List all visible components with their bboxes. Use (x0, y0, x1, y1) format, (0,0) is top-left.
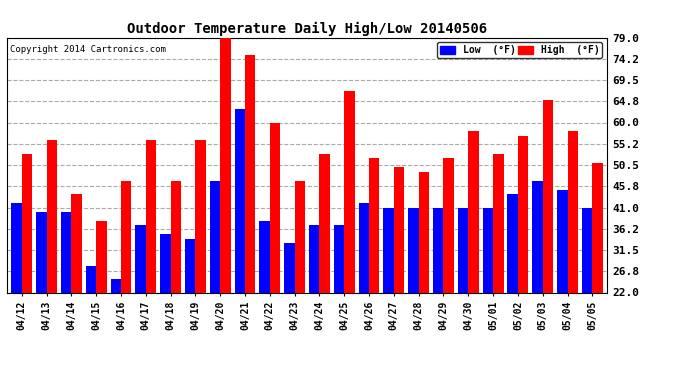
Bar (557, 190, 567, 375)
Bar (334, 225, 344, 375)
Bar (309, 225, 319, 375)
Bar (121, 181, 131, 375)
Bar (146, 140, 156, 375)
Bar (185, 239, 195, 375)
Title: Outdoor Temperature Daily High/Low 20140506: Outdoor Temperature Daily High/Low 20140… (127, 22, 487, 36)
Bar (518, 136, 529, 375)
Bar (195, 140, 206, 375)
Bar (543, 100, 553, 375)
Bar (210, 181, 220, 375)
Bar (344, 91, 355, 375)
Legend: Low  (°F), High  (°F): Low (°F), High (°F) (437, 42, 602, 58)
Bar (483, 207, 493, 375)
Bar (284, 243, 295, 375)
Bar (319, 154, 330, 375)
Bar (86, 266, 96, 375)
Bar (22, 154, 32, 375)
Bar (245, 56, 255, 375)
Bar (469, 132, 479, 375)
Bar (444, 158, 454, 375)
Bar (507, 194, 518, 375)
Bar (532, 181, 543, 375)
Bar (61, 212, 71, 375)
Bar (47, 140, 57, 375)
Bar (394, 167, 404, 375)
Text: Copyright 2014 Cartronics.com: Copyright 2014 Cartronics.com (10, 45, 166, 54)
Bar (220, 38, 230, 375)
Bar (433, 207, 444, 375)
Bar (96, 221, 107, 375)
Bar (295, 181, 305, 375)
Bar (11, 203, 22, 375)
Bar (160, 234, 170, 375)
Bar (582, 207, 592, 375)
Bar (71, 194, 82, 375)
Bar (592, 163, 603, 375)
Bar (270, 123, 280, 375)
Bar (170, 181, 181, 375)
Bar (458, 207, 469, 375)
Bar (36, 212, 47, 375)
Bar (110, 279, 121, 375)
Bar (359, 203, 369, 375)
Bar (369, 158, 380, 375)
Bar (419, 172, 429, 375)
Bar (135, 225, 146, 375)
Bar (408, 207, 419, 375)
Bar (259, 221, 270, 375)
Bar (235, 109, 245, 375)
Bar (567, 132, 578, 375)
Bar (493, 154, 504, 375)
Bar (384, 207, 394, 375)
